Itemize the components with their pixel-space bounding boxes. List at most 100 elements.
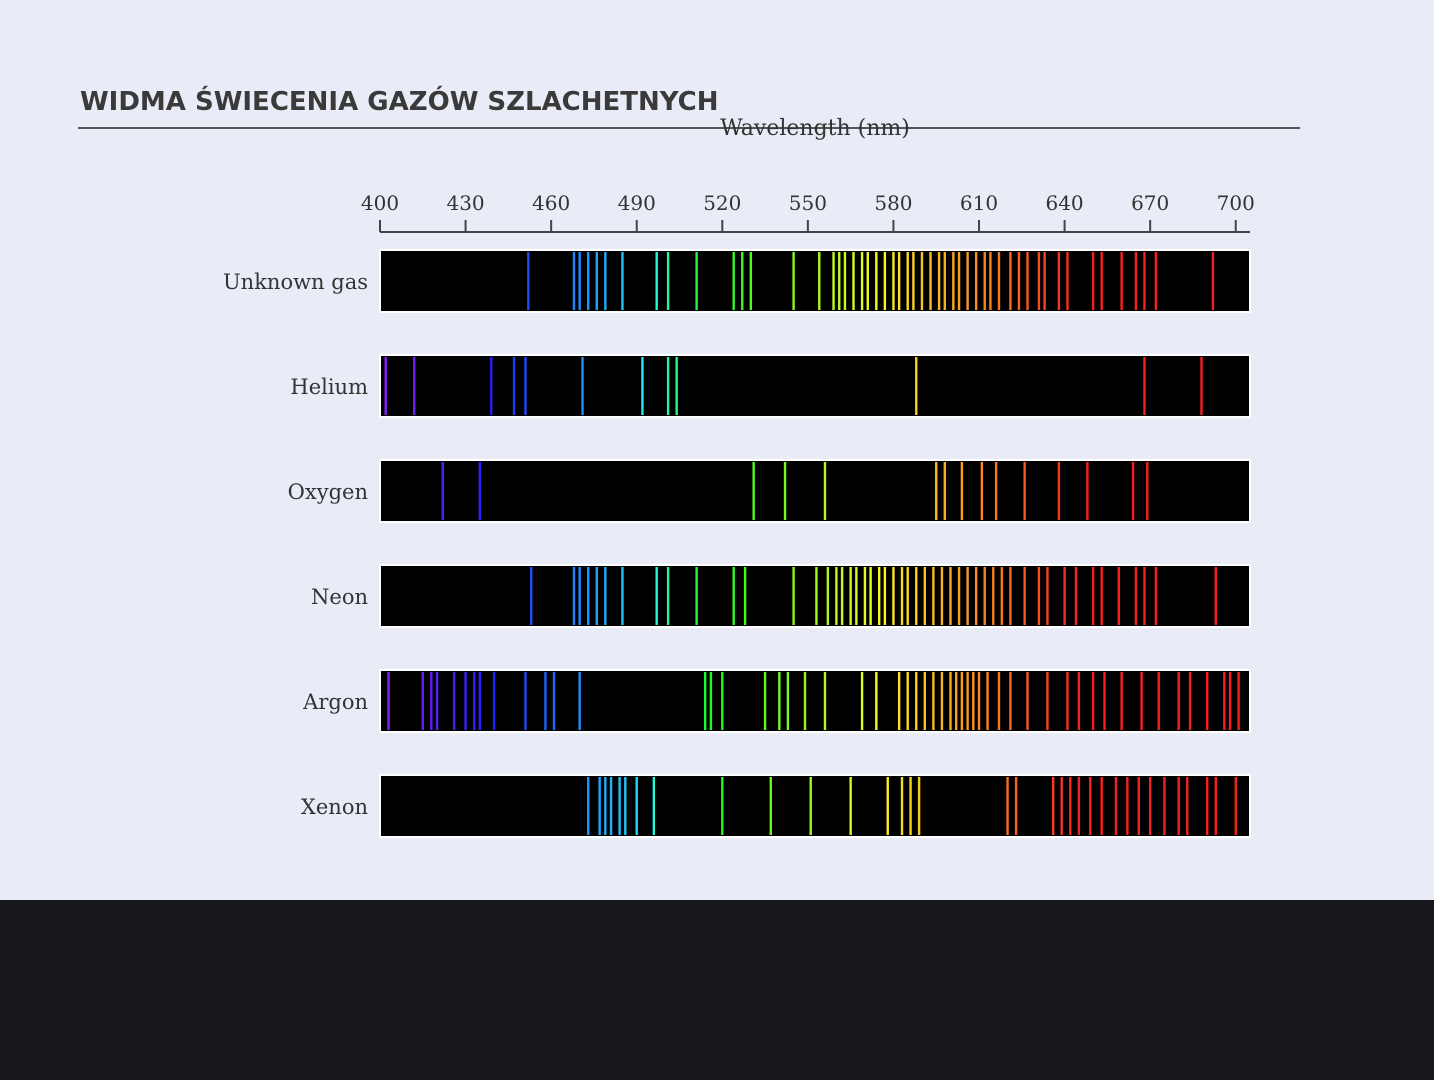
emission-line: [826, 567, 830, 625]
emission-line: [974, 567, 978, 625]
emission-line: [1091, 252, 1095, 310]
emission-line: [624, 777, 627, 835]
emission-line: [595, 252, 598, 310]
emission-line: [912, 252, 915, 310]
emission-line: [655, 252, 658, 310]
emission-line: [490, 357, 493, 415]
emission-line: [815, 567, 818, 625]
emission-line: [1134, 567, 1138, 625]
emission-line: [786, 672, 790, 730]
emission-line: [1091, 672, 1095, 730]
emission-line: [838, 252, 841, 310]
emission-line: [1057, 462, 1061, 520]
emission-line: [1211, 252, 1215, 310]
emission-line: [1154, 567, 1158, 625]
x-tick-label: 520: [703, 191, 741, 215]
emission-line: [1037, 252, 1041, 310]
emission-line: [823, 462, 827, 520]
emission-line: [1023, 462, 1026, 520]
x-tick-label: 640: [1045, 191, 1083, 215]
emission-line: [1140, 672, 1143, 730]
emission-line: [524, 672, 527, 730]
emission-line: [966, 252, 969, 310]
emission-line: [803, 672, 807, 730]
emission-line: [1157, 672, 1160, 730]
emission-line: [949, 567, 952, 625]
emission-line: [578, 567, 581, 625]
room: [0, 900, 1434, 1080]
emission-line: [578, 252, 581, 310]
emission-line: [983, 252, 986, 310]
emission-line: [524, 357, 527, 415]
emission-line: [783, 462, 787, 520]
x-tick-label: 580: [874, 191, 912, 215]
emission-line: [1009, 567, 1012, 625]
emission-line: [1177, 672, 1180, 730]
emission-line: [929, 252, 932, 310]
emission-line: [886, 777, 889, 835]
emission-line: [1146, 462, 1149, 520]
row-label: Argon: [302, 690, 368, 714]
emission-line: [1100, 252, 1103, 310]
emission-line: [906, 672, 909, 730]
emission-line: [915, 357, 918, 415]
emission-line: [1188, 672, 1192, 730]
emission-line: [703, 672, 707, 730]
row-label: Oxygen: [288, 480, 368, 504]
row-label: Helium: [290, 375, 368, 399]
emission-line: [943, 252, 946, 310]
emission-line: [949, 672, 952, 730]
emission-line: [1163, 777, 1166, 835]
emission-line: [695, 567, 698, 625]
emission-line: [435, 672, 439, 730]
emission-line: [960, 672, 964, 730]
emission-line: [992, 567, 995, 625]
emission-line: [752, 462, 755, 520]
emission-line: [587, 777, 590, 835]
emission-line: [1103, 672, 1106, 730]
emission-line: [935, 462, 938, 520]
emission-line: [1143, 252, 1146, 310]
emission-line: [581, 357, 584, 415]
emission-line: [997, 672, 1001, 730]
emission-line: [1237, 672, 1240, 730]
emission-line: [1154, 252, 1158, 310]
emission-line: [430, 672, 433, 730]
x-tick-label: 700: [1217, 191, 1255, 215]
emission-line: [863, 567, 867, 625]
emission-line: [892, 252, 895, 310]
emission-line: [966, 672, 969, 730]
emission-line: [952, 252, 955, 310]
emission-line: [413, 357, 416, 415]
emission-line: [618, 777, 621, 835]
emission-line: [917, 777, 921, 835]
emission-line: [989, 252, 992, 310]
emission-line: [1206, 777, 1209, 835]
emission-line: [920, 252, 924, 310]
emission-line: [1046, 672, 1049, 730]
emission-line: [552, 672, 556, 730]
emission-line: [866, 252, 869, 310]
row-label: Neon: [311, 585, 368, 609]
emission-line: [1177, 777, 1180, 835]
emission-line: [900, 777, 904, 835]
row-label: Unknown gas: [223, 270, 368, 294]
emission-line: [840, 567, 844, 625]
emission-line: [492, 672, 496, 730]
emission-line: [1200, 357, 1203, 415]
emission-line: [1214, 567, 1217, 625]
spectrum-strip: [379, 564, 1251, 628]
emission-line: [932, 672, 935, 730]
emission-line: [1143, 567, 1146, 625]
emission-line: [1100, 567, 1103, 625]
emission-line: [1223, 672, 1226, 730]
emission-line: [960, 462, 964, 520]
x-tick-label: 400: [361, 191, 399, 215]
emission-line: [940, 672, 944, 730]
emission-line: [849, 777, 852, 835]
emission-line: [1089, 777, 1092, 835]
emission-line: [529, 567, 533, 625]
emission-line: [986, 672, 989, 730]
emission-line: [957, 567, 961, 625]
emission-line: [604, 567, 607, 625]
